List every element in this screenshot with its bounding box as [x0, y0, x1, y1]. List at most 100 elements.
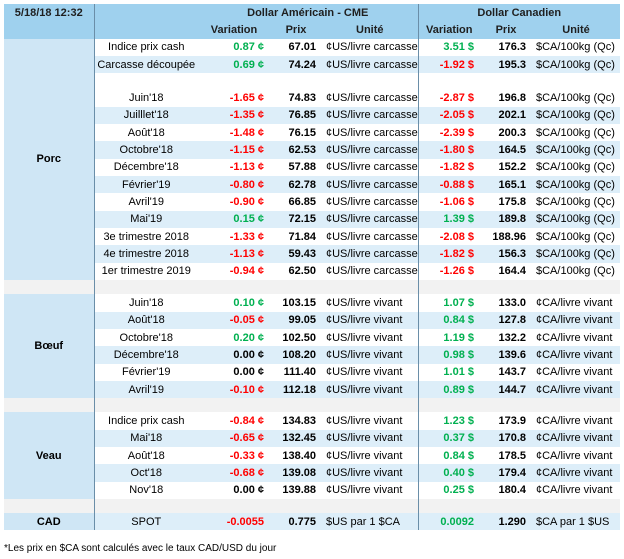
cad-variation: -2.05 $ — [417, 106, 480, 125]
cad-variation: 0.25 $ — [417, 481, 480, 499]
cad-variation: 1.01 $ — [417, 363, 480, 381]
usd-price: 62.78 — [270, 176, 322, 194]
cad-unit: $CA/100kg (Qc) — [532, 176, 621, 194]
cad-unit: ¢CA/livre vivant — [532, 380, 621, 399]
cad-variation: 0.37 $ — [417, 429, 480, 447]
row-label: Août'18 — [94, 446, 198, 465]
row-label: Indice prix cash — [94, 412, 198, 430]
cad-unit: $CA/100kg (Qc) — [532, 38, 621, 57]
row-label: Juin'18 — [94, 294, 198, 312]
group-label-boeuf: Bœuf — [4, 294, 95, 399]
cad-variation: -1.80 $ — [417, 141, 480, 159]
usd-variation: -1.65 ¢ — [198, 89, 270, 107]
usd-price: 74.83 — [270, 89, 322, 107]
usd-unit: ¢US/livre vivant — [322, 363, 418, 381]
cad-section-title: Dollar Canadien — [417, 4, 621, 22]
usd-variation-header: Variation — [198, 21, 270, 39]
table-row: Octobre'18 -1.15 ¢ 62.53 ¢US/livre carcasse… — [4, 141, 621, 159]
cad-price: 200.3 — [480, 124, 532, 142]
row-label: Février'19 — [94, 363, 198, 381]
cad-unit: $CA/100kg (Qc) — [532, 210, 621, 229]
cad-price: 156.3 — [480, 245, 532, 263]
spacer-row — [4, 73, 621, 90]
cad-unit: ¢CA/livre vivant — [532, 464, 621, 482]
cad-price: 133.0 — [480, 294, 532, 312]
table-row: Août'18 -1.48 ¢ 76.15 ¢US/livre carcasse -2.… — [4, 124, 621, 142]
cad-price: 127.8 — [480, 311, 532, 329]
cad-price: 139.6 — [480, 346, 532, 364]
usd-price: 71.84 — [270, 228, 322, 246]
usd-unit: ¢US/livre carcasse — [322, 38, 418, 57]
cad-unit: ¢CA/livre vivant — [532, 363, 621, 381]
usd-unit: ¢US/livre carcasse — [322, 141, 418, 159]
usd-price: 59.43 — [270, 245, 322, 263]
usd-price: 108.20 — [270, 346, 322, 364]
usd-price: 76.15 — [270, 124, 322, 142]
usd-variation: -1.33 ¢ — [198, 228, 270, 246]
usd-variation: -0.80 ¢ — [198, 176, 270, 194]
price-table: 5/18/18 12:32 Dollar Américain - CME Dol… — [4, 4, 621, 531]
cad-price: 196.8 — [480, 89, 532, 107]
usd-unit: ¢US/livre vivant — [322, 311, 418, 329]
usd-unit: ¢US/livre carcasse — [322, 262, 418, 281]
usd-variation: -0.90 ¢ — [198, 193, 270, 211]
row-label: Octobre'18 — [94, 328, 198, 347]
usd-variation: -1.15 ¢ — [198, 141, 270, 159]
usd-price: 62.50 — [270, 262, 322, 281]
cad-variation: 1.07 $ — [417, 294, 480, 312]
usd-price: 132.45 — [270, 429, 322, 447]
usd-variation: 0.87 ¢ — [198, 38, 270, 57]
row-label: Mai'19 — [94, 210, 198, 229]
usd-price: 67.01 — [270, 38, 322, 57]
row-label: 3e trimestre 2018 — [94, 228, 198, 246]
usd-variation: 0.15 ¢ — [198, 210, 270, 229]
usd-variation: -1.13 ¢ — [198, 158, 270, 177]
cad-variation: 0.84 $ — [417, 311, 480, 329]
table-row: Carcasse découpée 0.69 ¢ 74.24 ¢US/livre ca… — [4, 56, 621, 74]
usd-variation: -0.33 ¢ — [198, 446, 270, 465]
usd-price: 134.83 — [270, 412, 322, 430]
cad-unit: $CA/100kg (Qc) — [532, 89, 621, 107]
usd-section-title: Dollar Américain - CME — [198, 4, 418, 22]
usd-variation: 0.20 ¢ — [198, 328, 270, 347]
cad-unit: $CA/100kg (Qc) — [532, 106, 621, 125]
cad-unit: $CA/100kg (Qc) — [532, 124, 621, 142]
cad-unit: ¢CA/livre vivant — [532, 429, 621, 447]
table-row: Oct'18 -0.68 ¢ 139.08 ¢US/livre vivant 0.40 … — [4, 464, 621, 482]
usd-unit: ¢US/livre vivant — [322, 429, 418, 447]
cad-price: 164.4 — [480, 262, 532, 281]
row-label: Août'18 — [94, 311, 198, 329]
table-row: Avril'19 -0.90 ¢ 66.85 ¢US/livre carcasse -1… — [4, 193, 621, 211]
usd-variation: 0.00 ¢ — [198, 346, 270, 364]
cad-unit: ¢CA/livre vivant — [532, 412, 621, 430]
cad-unit-header: Unité — [532, 21, 621, 39]
cad-price: 144.7 — [480, 380, 532, 399]
cad-variation: 1.19 $ — [417, 328, 480, 347]
usd-unit: ¢US/livre carcasse — [322, 56, 418, 74]
cad-price: 176.3 — [480, 38, 532, 57]
cad-price: 180.4 — [480, 481, 532, 499]
usd-variation: -0.94 ¢ — [198, 262, 270, 281]
cad-unit: ¢CA/livre vivant — [532, 446, 621, 465]
usd-price: 138.40 — [270, 446, 322, 465]
spacer-row — [4, 280, 621, 295]
usd-unit: ¢US/livre carcasse — [322, 158, 418, 177]
cad-unit: $CA/100kg (Qc) — [532, 262, 621, 281]
table-row: Juin'18 -1.65 ¢ 74.83 ¢US/livre carcasse -2.… — [4, 89, 621, 107]
row-label: Avril'19 — [94, 193, 198, 211]
cad-variation: -2.08 $ — [417, 228, 480, 246]
usd-variation: -0.65 ¢ — [198, 429, 270, 447]
usd-variation: -0.84 ¢ — [198, 412, 270, 430]
usd-unit: $US par 1 $CA — [322, 512, 418, 531]
usd-price: 72.15 — [270, 210, 322, 229]
cad-variation: 1.23 $ — [417, 412, 480, 430]
row-label: SPOT — [94, 512, 198, 531]
cad-variation: 0.98 $ — [417, 346, 480, 364]
cad-variation: -1.06 $ — [417, 193, 480, 211]
usd-variation: -1.13 ¢ — [198, 245, 270, 263]
cad-unit: $CA/100kg (Qc) — [532, 56, 621, 74]
row-label: 1er trimestre 2019 — [94, 262, 198, 281]
row-label: Nov'18 — [94, 481, 198, 499]
usd-variation: 0.10 ¢ — [198, 294, 270, 312]
cad-price: 195.3 — [480, 56, 532, 74]
